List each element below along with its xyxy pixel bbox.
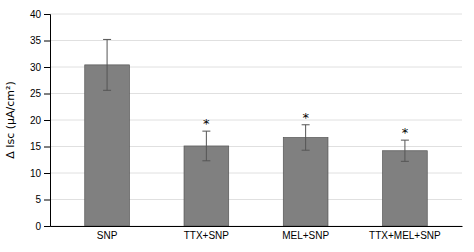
tick: TTX+MEL+SNP <box>369 230 441 241</box>
tick-label: MEL+SNP <box>282 230 329 241</box>
tick-mark <box>44 173 50 174</box>
tick-label: 15 <box>30 141 42 152</box>
grid-line <box>50 40 462 41</box>
tick-mark <box>44 200 50 201</box>
tick: 15 <box>30 141 50 152</box>
chart: 0 5 10 15 20 25 30 35 40 SNP TTX+SNP MEL+SNP TTX+MEL… <box>0 0 474 252</box>
error-bar <box>401 140 409 161</box>
tick: 25 <box>30 88 50 99</box>
bar <box>283 137 328 226</box>
tick-mark <box>44 41 50 42</box>
error-bar <box>103 39 111 90</box>
annotation: * <box>302 110 309 125</box>
tick-mark <box>44 67 50 68</box>
tick: 30 <box>30 62 50 73</box>
error-bar <box>202 131 210 161</box>
grid <box>50 14 462 226</box>
tick-label: 40 <box>30 9 42 20</box>
tick-mark <box>44 147 50 148</box>
annotation: * <box>402 125 409 140</box>
tick-label: 5 <box>35 194 41 205</box>
tick-mark <box>44 226 50 227</box>
tick-label: 20 <box>30 115 42 126</box>
tick-label: TTX+MEL+SNP <box>369 230 441 241</box>
tick-mark <box>44 14 50 15</box>
tick-label: 0 <box>35 221 41 232</box>
bar <box>383 151 428 226</box>
tick-label: 35 <box>30 35 42 46</box>
annotations: * * * <box>203 110 409 140</box>
tick: 0 <box>35 221 50 232</box>
tick-mark <box>44 94 50 95</box>
tick-label: SNP <box>97 230 118 241</box>
tick-label: 10 <box>30 168 42 179</box>
tick: SNP <box>97 230 118 241</box>
axis-line <box>51 226 463 227</box>
plot: 0 5 10 15 20 25 30 35 40 SNP TTX+SNP MEL+SNP TTX+MEL… <box>4 9 463 241</box>
tick: MEL+SNP <box>282 230 329 241</box>
tick: 35 <box>30 35 50 46</box>
tick-label: 30 <box>30 62 42 73</box>
error-bar <box>302 125 310 150</box>
x-axis: SNP TTX+SNP MEL+SNP TTX+MEL+SNP <box>51 227 463 242</box>
tick-label: 25 <box>30 88 42 99</box>
tick: TTX+SNP <box>184 230 230 241</box>
tick: 10 <box>30 168 50 179</box>
tick: 20 <box>30 115 50 126</box>
grid-line <box>50 14 462 15</box>
tick: 40 <box>30 9 50 20</box>
tick: 5 <box>35 194 50 205</box>
axis-title: Δ Isc (μA/cm²) <box>4 81 17 159</box>
axis-line <box>44 15 51 227</box>
y-axis: 0 5 10 15 20 25 30 35 40 <box>30 9 51 232</box>
tick-label: TTX+SNP <box>184 230 230 241</box>
bars <box>85 39 428 226</box>
annotation: * <box>203 116 210 131</box>
tick-mark <box>44 120 50 121</box>
